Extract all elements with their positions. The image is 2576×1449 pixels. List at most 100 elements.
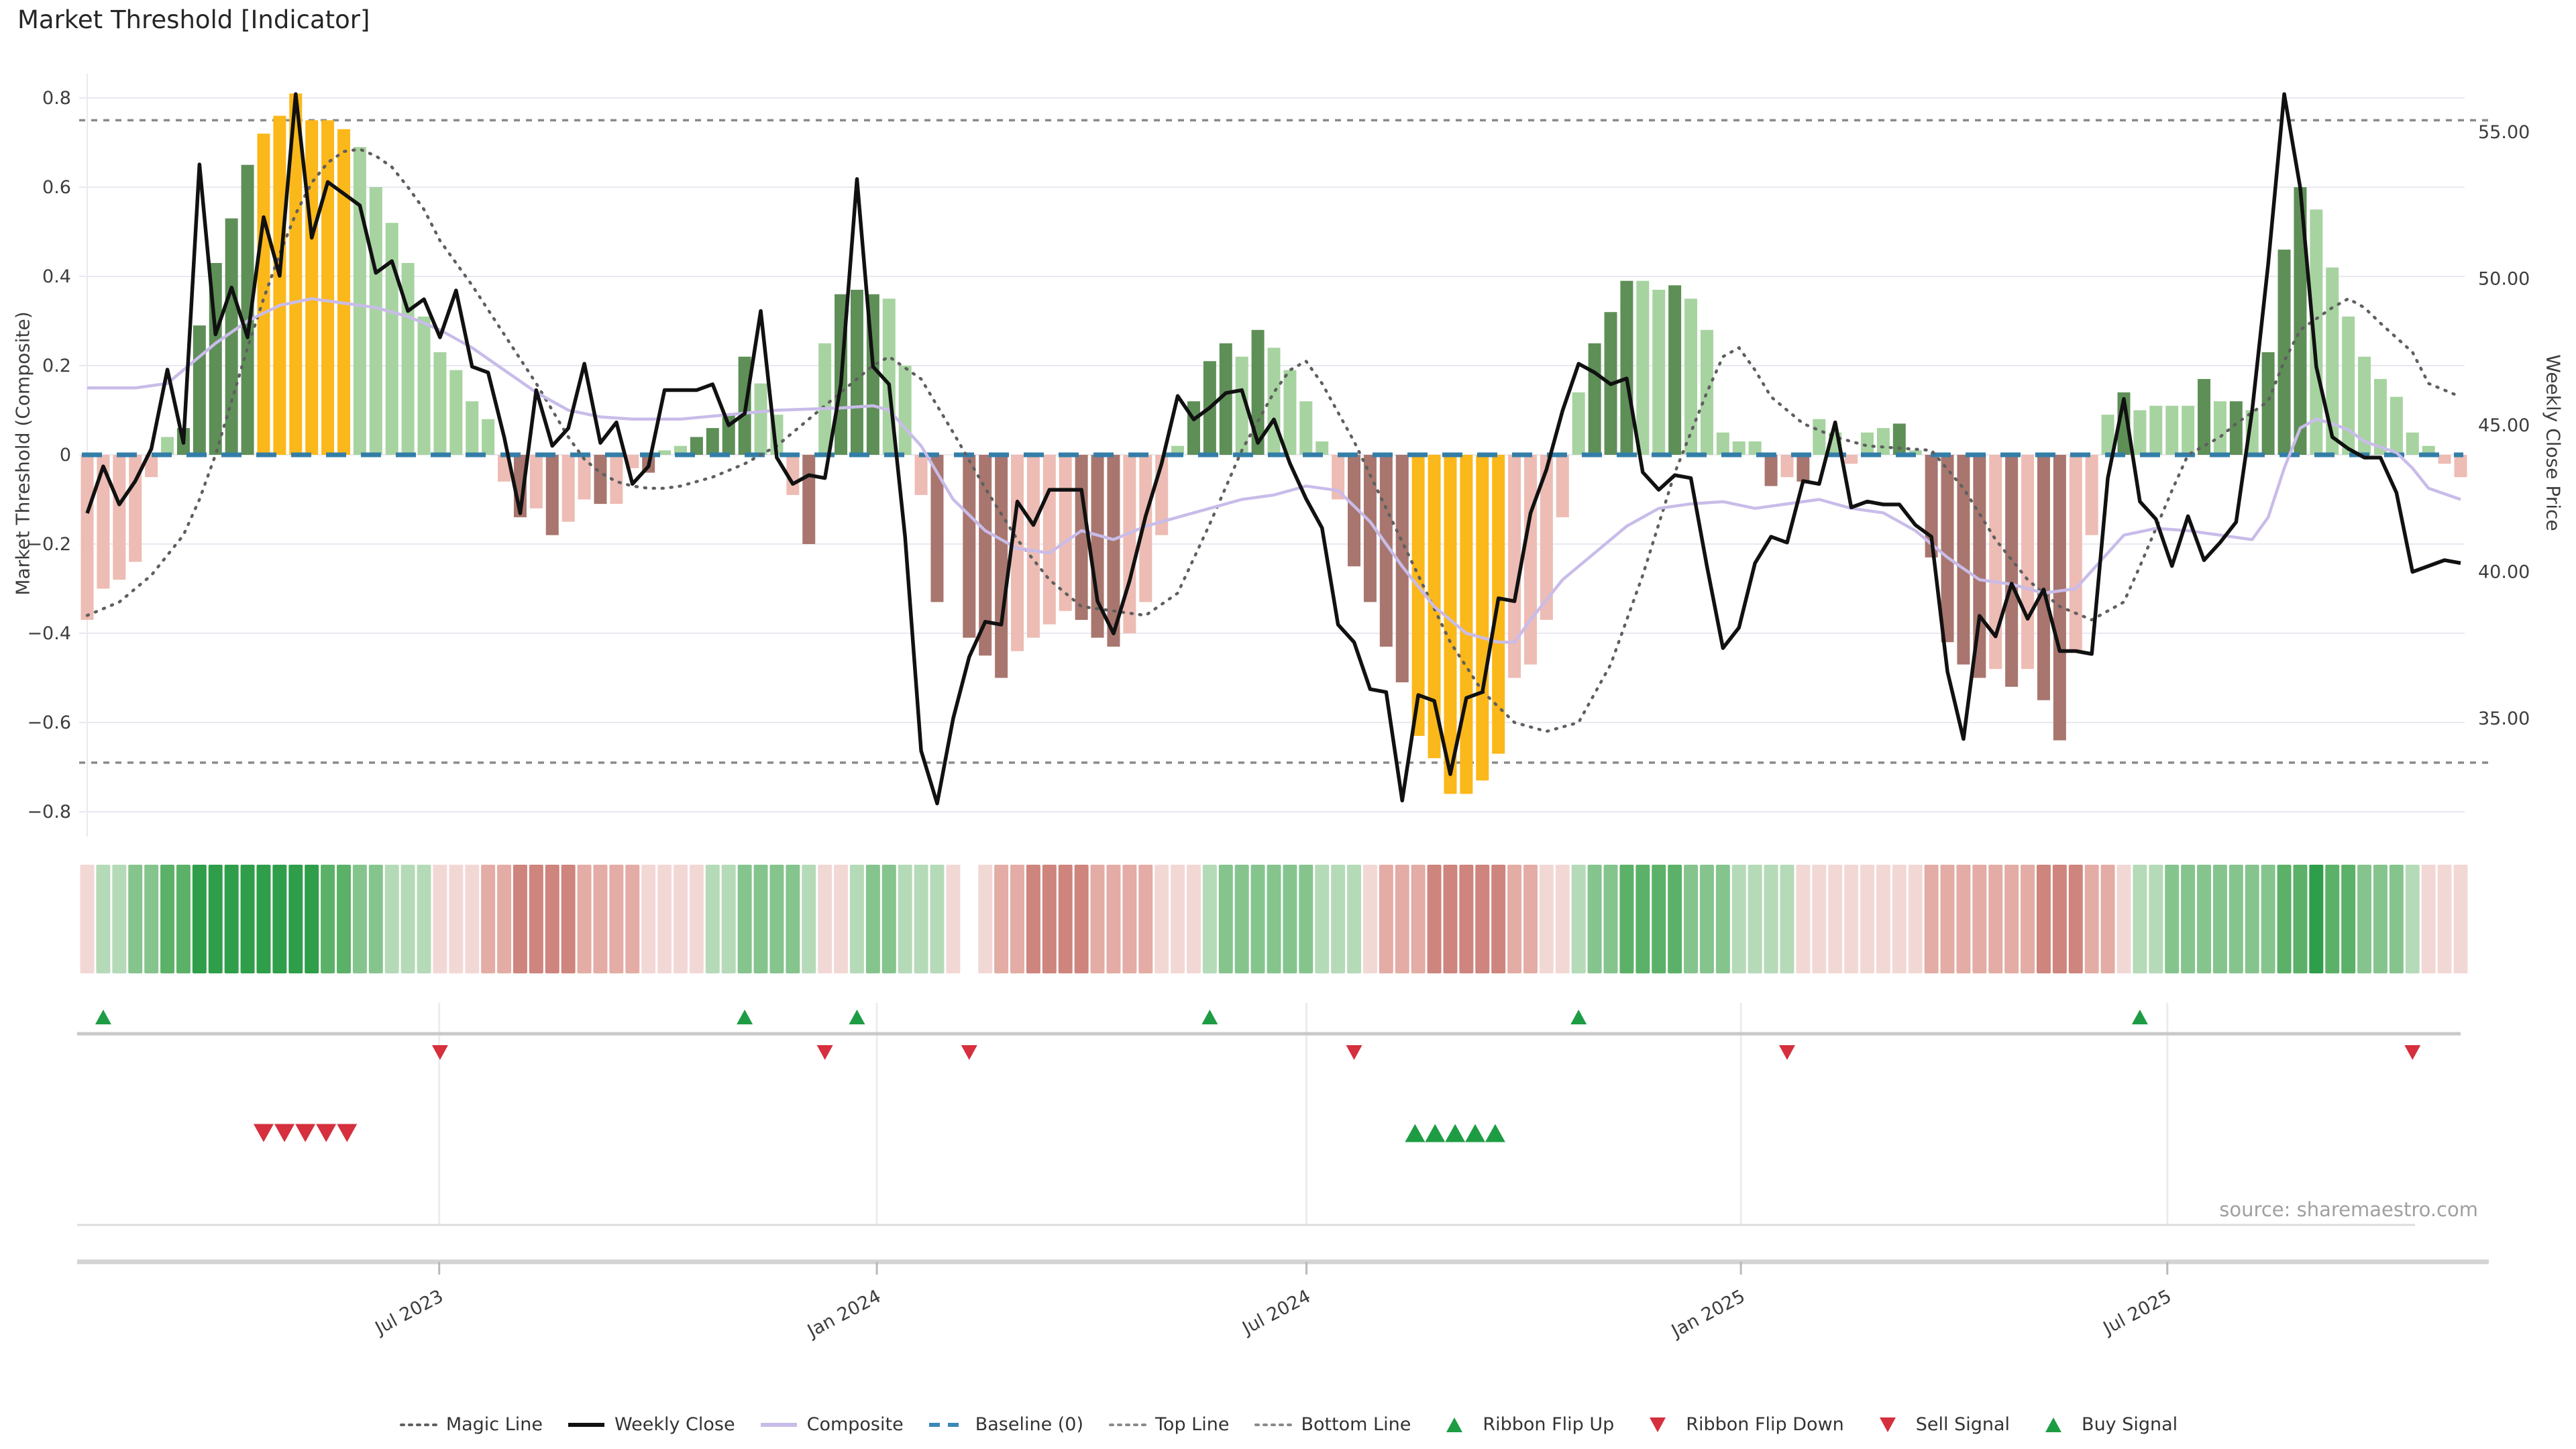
threshold-bar [1845, 455, 1858, 464]
ribbon-cell [849, 865, 864, 973]
ribbon-cell [1972, 865, 1987, 973]
ribbon-cell [545, 865, 559, 973]
threshold-bar [2438, 455, 2451, 464]
ribbon-cell [1715, 865, 1730, 973]
threshold-bar [193, 325, 206, 455]
threshold-bar [1332, 455, 1345, 500]
threshold-bar [353, 147, 366, 455]
ribbon-flip-up-marker [1570, 1010, 1587, 1024]
legend-marker-solid-icon [568, 1422, 604, 1427]
ribbon-strip [80, 865, 2468, 973]
threshold-bar [482, 419, 495, 455]
ribbon-cell [609, 865, 624, 973]
legend-marker-tri-up-icon [2045, 1417, 2062, 1432]
ribbon-cell [1379, 865, 1393, 973]
ribbon-cell [1523, 865, 1538, 973]
ribbon-cell [400, 865, 415, 973]
threshold-bar [2053, 455, 2066, 741]
threshold-bar [1219, 343, 1232, 455]
ribbon-cell [1106, 865, 1121, 973]
ribbon-cell [1844, 865, 1859, 973]
ribbon-cell [1956, 865, 1971, 973]
threshold-bar [1042, 455, 1056, 625]
ribbon-cell [1555, 865, 1570, 973]
threshold-bar [1411, 455, 1425, 736]
threshold-bar [930, 455, 944, 602]
buy-signal-marker [1405, 1124, 1426, 1142]
sell-signal-marker [253, 1124, 274, 1142]
ribbon-cell [1267, 865, 1281, 973]
ribbon-cell [1780, 865, 1794, 973]
threshold-bar [1011, 455, 1024, 651]
legend-marker-dotted-icon [1109, 1423, 1147, 1426]
chart-legend: Magic Line Weekly Close Composite Baseline … [0, 1414, 2576, 1435]
svg-text:0.2: 0.2 [42, 356, 71, 376]
threshold-bars [80, 93, 2467, 794]
ribbon-cell [2309, 865, 2324, 973]
legend-item-sell-signal: Sell Signal [1868, 1414, 2010, 1435]
threshold-bar [2213, 401, 2226, 455]
threshold-bar [2005, 455, 2019, 687]
ribbon-cell [305, 865, 319, 973]
threshold-bar [786, 455, 800, 495]
ribbon-cell [786, 865, 800, 973]
threshold-bar [80, 455, 94, 621]
ribbon-cell [2421, 865, 2436, 973]
ribbon-cell [1362, 865, 1377, 973]
left-axis-ticks: 0.8 0.6 0.4 0.2 0 −0.2 −0.4 −0.6 −0.8 [27, 88, 71, 822]
ribbon-cell [2373, 865, 2387, 973]
ribbon-cell [2357, 865, 2372, 973]
threshold-bar [1732, 441, 1746, 455]
threshold-bar [129, 455, 142, 562]
threshold-bar [2021, 455, 2035, 669]
date-tick-label: Jan 2024 [803, 1286, 884, 1342]
threshold-bar [1716, 432, 1729, 455]
threshold-bar [529, 455, 543, 508]
ribbon-cell [2116, 865, 2131, 973]
ribbon-cell [2325, 865, 2340, 973]
threshold-bar [2358, 356, 2371, 455]
ribbon-cell [1010, 865, 1025, 973]
ribbon-cell [577, 865, 592, 973]
legend-marker-tri-up-icon [1446, 1417, 1463, 1432]
threshold-bar [1283, 370, 1297, 455]
legend-marker-dotted-icon [1254, 1423, 1293, 1426]
threshold-bar [1139, 455, 1152, 602]
threshold-bar [1668, 285, 1682, 455]
ribbon-cell [1186, 865, 1201, 973]
threshold-bar [1075, 455, 1088, 621]
legend-item-weekly-close: Weekly Close [567, 1414, 735, 1435]
threshold-bar [2406, 432, 2419, 455]
ribbon-cell [1619, 865, 1634, 973]
threshold-bar [1316, 441, 1329, 455]
ribbon-cell [2021, 865, 2035, 973]
ribbon-cell [1699, 865, 1714, 973]
buy-signal-marker [1465, 1124, 1486, 1142]
ribbon-cell [497, 865, 512, 973]
threshold-bar [2085, 455, 2098, 535]
threshold-bar [289, 93, 303, 455]
threshold-bar [433, 352, 447, 455]
buy-signal-marker [1485, 1124, 1505, 1142]
ribbon-cell [128, 865, 143, 973]
legend-marker-solid-icon [760, 1422, 797, 1427]
threshold-bar [273, 115, 286, 455]
threshold-bar [1267, 347, 1281, 455]
ribbon-cell [384, 865, 399, 973]
ribbon-cell [2261, 865, 2275, 973]
threshold-bar [2261, 352, 2275, 455]
legend-item-baseline-0-: Baseline (0) [928, 1414, 1083, 1435]
ribbon-cell [433, 865, 447, 973]
threshold-bar [1107, 455, 1120, 647]
ribbon-cell [994, 865, 1009, 973]
threshold-bar [401, 263, 415, 455]
ribbon-cell [192, 865, 207, 973]
ribbon-cell [321, 865, 335, 973]
legend-label: Bottom Line [1301, 1414, 1411, 1435]
threshold-bar [706, 428, 719, 455]
ribbon-cell [352, 865, 367, 973]
threshold-bar [417, 316, 431, 455]
ribbon-cell [1315, 865, 1330, 973]
ribbon-cell [465, 865, 480, 973]
threshold-bar [850, 289, 863, 455]
